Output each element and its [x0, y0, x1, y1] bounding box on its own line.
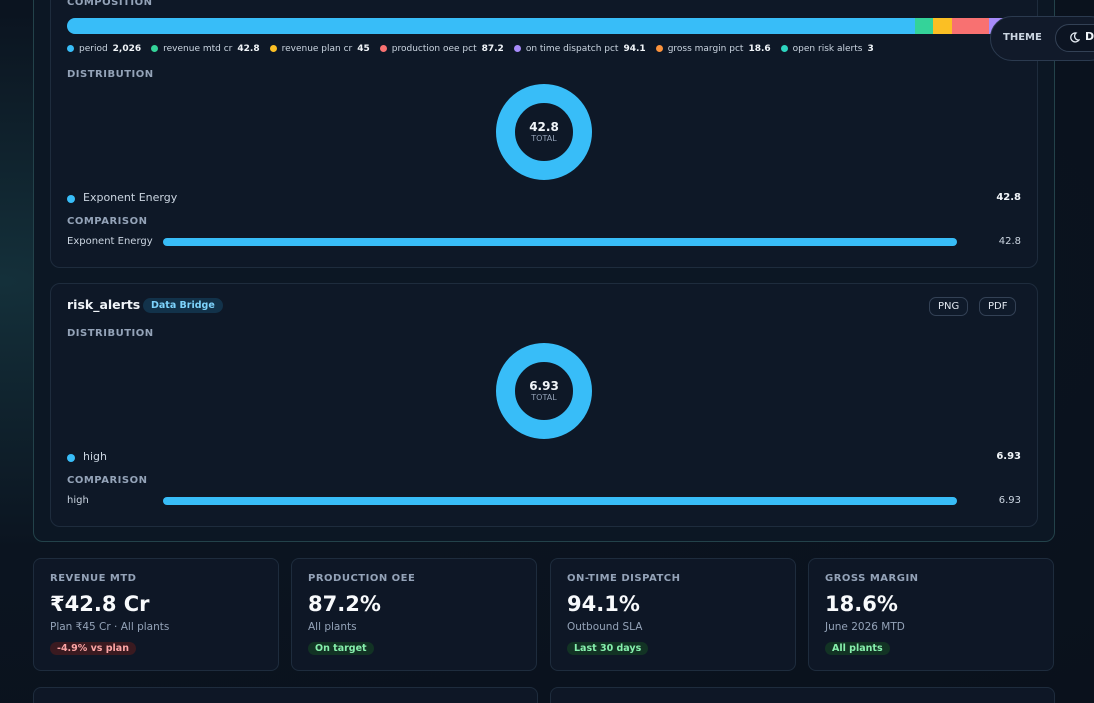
- donut-total-label: TOTAL: [530, 134, 557, 143]
- kpi-card: ON-TIME DISPATCH 94.1% Outbound SLA Last 30…: [550, 558, 796, 671]
- legend-dot: [269, 45, 277, 52]
- kpi-badge: All plants: [825, 642, 890, 655]
- theme-button[interactable]: D: [1055, 24, 1094, 52]
- donut-total-label: TOTAL: [530, 393, 557, 402]
- card: risk_alerts Data Bridge PNG PDF DISTRIBU…: [50, 283, 1038, 527]
- legend-name: on time dispatch pct: [525, 44, 619, 54]
- legend-name: production oee pct: [391, 44, 477, 54]
- legend-value: 94.1: [623, 44, 646, 54]
- kpi-badge: Last 30 days: [567, 642, 649, 655]
- kpi-card: PRODUCTION OEE 87.2% All plants On target: [291, 558, 537, 671]
- kpi-value: 18.6%: [825, 592, 898, 616]
- kpi-sub: Plan ₹45 Cr · All plants: [50, 621, 170, 633]
- legend-dot: [151, 45, 159, 52]
- legend-name: revenue mtd cr: [163, 44, 233, 54]
- legend-dot: [379, 45, 387, 52]
- legend-item: production oee pct 87.2: [379, 44, 504, 54]
- legend-item: open risk alerts 3: [780, 44, 874, 54]
- legend-name: period: [79, 44, 108, 54]
- composition-segment: [915, 18, 934, 34]
- section-label: COMPARISON: [67, 475, 148, 486]
- section-label: COMPOSITION: [67, 0, 153, 8]
- card-title: risk_alerts: [67, 297, 141, 312]
- export-png-button[interactable]: PNG: [929, 297, 969, 316]
- legend-dot: [513, 45, 521, 52]
- comparison-name: Exponent Energy: [67, 236, 153, 247]
- kpi-badge: -4.9% vs plan: [50, 642, 136, 655]
- donut-total: 42.8: [529, 120, 559, 134]
- card: [550, 687, 1055, 703]
- legend-dot: [67, 45, 74, 52]
- legend-value: 18.6: [748, 44, 771, 54]
- donut-total: 6.93: [529, 379, 559, 393]
- composition-segment: [67, 18, 916, 34]
- card: [33, 687, 538, 703]
- comparison-value: 42.8: [998, 236, 1021, 247]
- legend-value: 2,026: [112, 44, 142, 54]
- legend-dot: [655, 45, 663, 52]
- theme-toggle: THEME D: [990, 16, 1094, 61]
- legend-name: Exponent Energy: [83, 191, 178, 204]
- kpi-label: REVENUE MTD: [50, 573, 137, 584]
- moon-icon: [1070, 32, 1080, 43]
- legend-item: period 2,026: [67, 44, 141, 54]
- export-pdf-button[interactable]: PDF: [979, 297, 1017, 316]
- kpi-value: ₹42.8 Cr: [50, 592, 150, 616]
- legend-dot: [67, 454, 75, 462]
- badge: Data Bridge: [143, 298, 223, 313]
- legend-item: revenue plan cr 45: [269, 44, 370, 54]
- legend-name: open risk alerts: [792, 44, 863, 54]
- legend-item: gross margin pct 18.6: [655, 44, 771, 54]
- donut-segment: [496, 343, 592, 439]
- kpi-sub: All plants: [308, 621, 357, 633]
- section-label: COMPARISON: [67, 216, 148, 227]
- comparison-value: 6.93: [998, 495, 1021, 506]
- legend-value: 3: [867, 44, 874, 54]
- theme-button-label: D: [1085, 30, 1094, 43]
- kpi-label: GROSS MARGIN: [825, 573, 919, 584]
- theme-label: THEME: [1003, 32, 1042, 43]
- legend-value: 6.93: [996, 451, 1021, 462]
- section-label: DISTRIBUTION: [67, 69, 154, 80]
- kpi-value: 94.1%: [567, 592, 640, 616]
- kpi-card: GROSS MARGIN 18.6% June 2026 MTD All plants: [808, 558, 1054, 671]
- legend-dot: [780, 45, 788, 52]
- legend-value: 45: [357, 44, 370, 54]
- kpi-label: PRODUCTION OEE: [308, 573, 416, 584]
- legend-dot: [67, 195, 75, 203]
- legend-name: revenue plan cr: [281, 44, 353, 54]
- legend-item: on time dispatch pct 94.1: [513, 44, 646, 54]
- donut-segment: [496, 84, 592, 180]
- comparison-name: high: [67, 495, 89, 506]
- composition-bar: [67, 18, 1037, 34]
- legend-name: gross margin pct: [667, 44, 744, 54]
- kpi-badge: On target: [308, 642, 374, 655]
- card: COMPOSITION period 2,026 revenue mtd cr 42.…: [50, 0, 1038, 268]
- legend-value: 42.8: [996, 192, 1021, 203]
- legend-name: high: [83, 450, 107, 463]
- kpi-label: ON-TIME DISPATCH: [567, 573, 681, 584]
- comparison-bar: [163, 238, 957, 246]
- legend-value: 42.8: [237, 44, 260, 54]
- section-label: DISTRIBUTION: [67, 328, 154, 339]
- comparison-bar: [163, 497, 957, 505]
- kpi-value: 87.2%: [308, 592, 381, 616]
- kpi-card: REVENUE MTD ₹42.8 Cr Plan ₹45 Cr · All pla…: [33, 558, 279, 671]
- legend-item: revenue mtd cr 42.8: [151, 44, 260, 54]
- composition-segment: [933, 18, 953, 34]
- composition-segment: [952, 18, 989, 34]
- kpi-sub: June 2026 MTD: [825, 621, 905, 633]
- kpi-sub: Outbound SLA: [567, 621, 643, 633]
- composition-legend: period 2,026 revenue mtd cr 42.8 revenue pla…: [67, 44, 874, 54]
- legend-value: 87.2: [481, 44, 504, 54]
